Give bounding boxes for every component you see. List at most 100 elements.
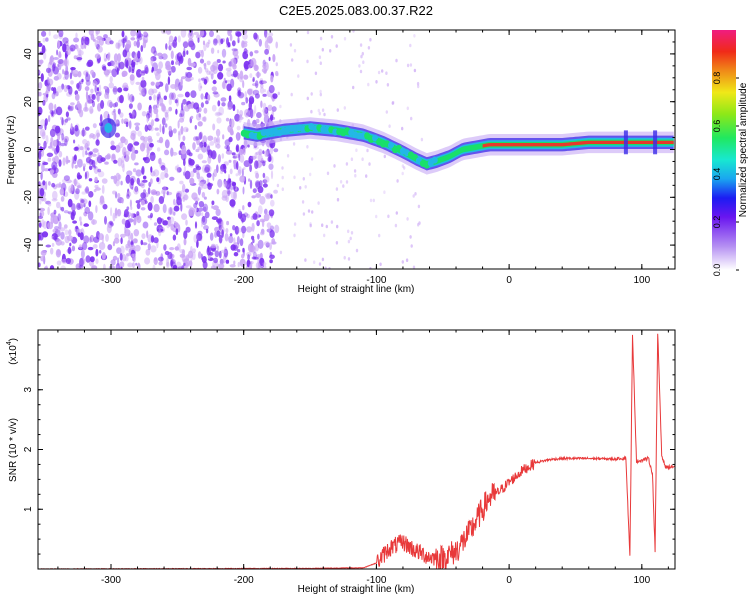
spectrogram-noise-speckle bbox=[391, 101, 394, 105]
spectrogram-noise-speckle bbox=[409, 63, 413, 67]
spectrogram-noise-blob bbox=[102, 66, 107, 71]
spectrogram-noise-blob bbox=[80, 199, 85, 204]
spectrogram-noise-blob bbox=[273, 148, 279, 153]
spectrogram-noise-blob bbox=[201, 160, 207, 164]
spectrogram-noise-speckle bbox=[343, 106, 346, 110]
spectrogram-noise-blob bbox=[239, 154, 245, 163]
spectrogram-noise-blob bbox=[59, 227, 66, 232]
spectrogram-noise-blob bbox=[92, 123, 97, 129]
spectrogram-noise-blob bbox=[64, 70, 69, 80]
spectrogram-noise-blob bbox=[243, 74, 249, 80]
spectrogram-noise-blob bbox=[243, 212, 249, 218]
spectrogram-noise-blob bbox=[259, 87, 265, 94]
spectrogram-noise-speckle bbox=[304, 185, 307, 189]
snr-y-tick-label: 3 bbox=[23, 387, 34, 393]
spectrogram-noise-speckle bbox=[330, 220, 334, 224]
colorbar-tick-label: 0.0 bbox=[712, 264, 722, 277]
spectrogram-noise-blob bbox=[232, 225, 236, 231]
spectrogram-noise-blob bbox=[129, 74, 135, 81]
spectrogram-noise-blob bbox=[202, 203, 209, 212]
spectrogram-noise-blob bbox=[262, 64, 267, 69]
spectrogram-noise-blob bbox=[127, 262, 133, 268]
spectrogram-noise-blob bbox=[195, 148, 200, 153]
spectrogram-noise-blob bbox=[271, 106, 277, 112]
spectrogram-noise-blob bbox=[135, 200, 141, 204]
spectrogram-noise-speckle bbox=[401, 126, 404, 131]
spectrogram-noise-speckle bbox=[343, 36, 347, 41]
spectrogram-noise-blob bbox=[107, 244, 113, 251]
spectrogram-noise-blob bbox=[60, 231, 65, 240]
spectrogram-noise-blob bbox=[222, 60, 226, 64]
spectrogram-noise-blob bbox=[251, 235, 255, 240]
spectrogram-noise-blob bbox=[153, 222, 158, 226]
spectrogram-noise-blob bbox=[236, 109, 239, 114]
spectrogram-noise-blob bbox=[201, 191, 206, 198]
spectrogram-noise-blob bbox=[233, 182, 236, 190]
spectrogram-noise-blob bbox=[130, 212, 134, 219]
spectrogram-noise-blob bbox=[150, 166, 153, 173]
spectrogram-noise-blob bbox=[97, 45, 103, 53]
spectrogram-noise-blob bbox=[120, 266, 123, 269]
spectrogram-noise-blob bbox=[43, 51, 47, 60]
spectrogram-noise-blob bbox=[135, 81, 141, 85]
spectrogram-noise-blob bbox=[183, 158, 186, 166]
spectrogram-noise-blob bbox=[184, 91, 190, 98]
spectrogram-noise-blob bbox=[255, 262, 261, 269]
spectrogram-noise-speckle bbox=[420, 137, 424, 142]
spectrogram-noise-blob bbox=[162, 185, 167, 195]
spectrogram-noise-blob bbox=[233, 244, 238, 251]
spectrogram-noise-blob bbox=[46, 67, 51, 74]
spectrogram-noise-speckle bbox=[401, 260, 404, 264]
spectrogram-noise-blob bbox=[88, 191, 94, 198]
spectrogram-noise-speckle bbox=[302, 177, 305, 181]
spectrogram-noise-blob bbox=[146, 230, 149, 239]
spectrogram-noise-blob bbox=[137, 102, 142, 111]
spectrogram-noise-blob bbox=[218, 234, 223, 244]
spectrogram-noise-blob bbox=[181, 213, 188, 221]
spectrogram-noise-speckle bbox=[409, 43, 412, 48]
spectrogram-noise-blob bbox=[210, 265, 216, 269]
spectrogram-noise-blob bbox=[54, 125, 61, 134]
spectrogram-noise-blob bbox=[210, 73, 214, 80]
spectrogram-noise-speckle bbox=[319, 92, 322, 97]
spectrogram-noise-blob bbox=[77, 229, 83, 233]
spectrogram-noise-blob bbox=[254, 160, 259, 170]
spectrogram-noise-blob bbox=[131, 186, 134, 190]
spectrogram-noise-speckle bbox=[304, 258, 307, 262]
spectrogram-noise-speckle bbox=[345, 162, 349, 166]
spectrogram-noise-blob bbox=[151, 88, 158, 94]
spectrogram-noise-blob bbox=[70, 102, 75, 106]
spectrogram-noise-blob bbox=[60, 116, 63, 120]
spectrogram-noise-speckle bbox=[394, 223, 398, 228]
spectrogram-noise-blob bbox=[230, 57, 237, 67]
spectrogram-noise-blob bbox=[193, 102, 200, 110]
spectrogram-noise-blob bbox=[232, 104, 236, 112]
spectrogram-noise-blob bbox=[41, 231, 49, 238]
spectrogram-noise-blob bbox=[62, 157, 66, 166]
spectrogram-noise-blob bbox=[177, 93, 184, 98]
spectrogram-noise-blob bbox=[206, 70, 211, 75]
spectrogram-noise-blob bbox=[228, 136, 233, 143]
spectrogram-noise-blob bbox=[206, 145, 211, 153]
spectrogram-noise-blob bbox=[166, 190, 169, 196]
spectrogram-noise-blob bbox=[181, 265, 185, 269]
spectrogram-noise-blob bbox=[262, 183, 268, 188]
spectrogram-noise-blob bbox=[117, 192, 121, 200]
spectrogram-noise-blob bbox=[270, 75, 274, 83]
spectrogram-noise-speckle bbox=[359, 43, 363, 47]
spectrogram-noise-speckle bbox=[368, 162, 371, 166]
spectrogram-noise-blob bbox=[238, 148, 244, 156]
spectrogram-noise-blob bbox=[143, 31, 148, 36]
spectrogram-noise-blob bbox=[115, 144, 121, 153]
spectrogram-noise-blob bbox=[73, 154, 77, 161]
spectrogram-noise-blob bbox=[52, 236, 57, 240]
spectrogram-noise-speckle bbox=[330, 35, 334, 39]
spectrogram-noise-blob bbox=[117, 209, 120, 215]
spectrogram-noise-speckle bbox=[325, 224, 328, 229]
spectrogram-noise-blob bbox=[153, 94, 157, 101]
spectrogram-noise-blob bbox=[38, 81, 43, 90]
spectrogram-noise-blob bbox=[120, 160, 125, 169]
spectrogram-noise-blob bbox=[259, 218, 266, 223]
spectrogram-noise-blob bbox=[252, 188, 257, 194]
spectrogram-noise-blob bbox=[89, 106, 94, 115]
